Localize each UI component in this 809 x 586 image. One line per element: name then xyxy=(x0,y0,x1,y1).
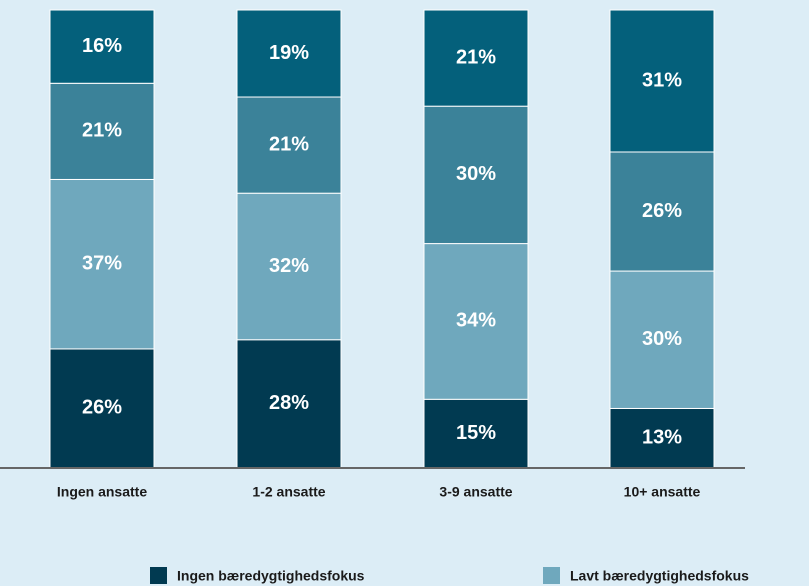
bar-segment xyxy=(609,151,715,272)
data-label: 15% xyxy=(456,422,496,444)
data-label: 30% xyxy=(642,328,682,350)
data-label: 21% xyxy=(269,133,309,155)
data-label: 26% xyxy=(82,397,122,419)
data-label: 34% xyxy=(456,310,496,332)
data-label: 19% xyxy=(269,42,309,64)
bar-segment xyxy=(49,178,155,350)
data-label: 28% xyxy=(269,392,309,414)
data-label: 21% xyxy=(456,46,496,68)
bar-segment xyxy=(236,96,342,194)
data-label: 31% xyxy=(642,69,682,91)
bar-segment xyxy=(49,9,155,84)
data-label: 32% xyxy=(269,255,309,277)
bar-segment xyxy=(236,192,342,341)
data-label: 16% xyxy=(82,35,122,57)
bar-segment xyxy=(236,339,342,469)
x-tick-label: 3-9 ansatte xyxy=(439,484,512,500)
x-tick-label: Ingen ansatte xyxy=(57,484,147,500)
bar-segment xyxy=(236,9,342,98)
data-label: 30% xyxy=(456,163,496,185)
legend-swatch xyxy=(543,567,560,584)
legend-swatch xyxy=(150,567,167,584)
x-tick-label: 10+ ansatte xyxy=(624,484,701,500)
legend-label: Lavt bæredygtighedsfokus xyxy=(570,568,749,584)
data-label: 13% xyxy=(642,427,682,449)
data-label: 37% xyxy=(82,252,122,274)
bar-segment xyxy=(49,348,155,469)
bar-segment xyxy=(609,9,715,153)
x-tick-label: 1-2 ansatte xyxy=(252,484,325,500)
data-label: 21% xyxy=(82,120,122,142)
bar-segment xyxy=(423,9,529,107)
legend-label: Ingen bæredygtighedsfokus xyxy=(177,568,365,584)
bar-segment xyxy=(423,243,529,400)
bar-segment xyxy=(609,407,715,469)
bar-segment xyxy=(423,105,529,245)
data-label: 26% xyxy=(642,200,682,222)
